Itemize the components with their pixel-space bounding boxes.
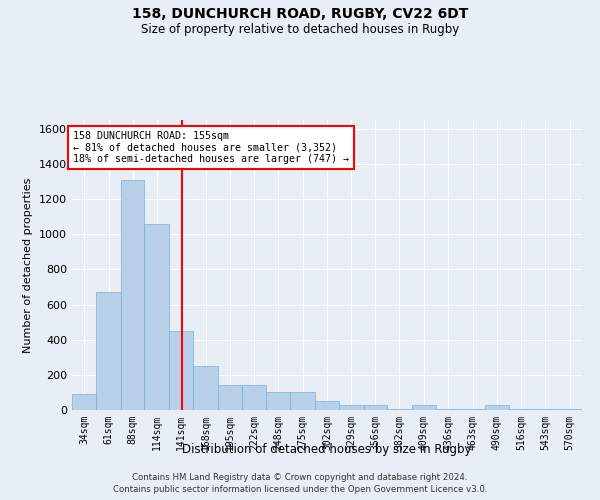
Bar [193,366,218,410]
Bar [145,224,169,410]
Text: 158 DUNCHURCH ROAD: 155sqm
← 81% of detached houses are smaller (3,352)
18% of s: 158 DUNCHURCH ROAD: 155sqm ← 81% of deta… [73,130,349,164]
Bar [509,409,533,410]
Bar [436,409,461,410]
Bar [72,394,97,410]
Bar [387,409,412,410]
Bar [364,404,387,410]
Text: Contains public sector information licensed under the Open Government Licence v3: Contains public sector information licen… [113,485,487,494]
Bar [97,292,121,410]
Bar [242,384,266,410]
Bar [290,392,315,410]
Text: 158, DUNCHURCH ROAD, RUGBY, CV22 6DT: 158, DUNCHURCH ROAD, RUGBY, CV22 6DT [132,8,468,22]
Bar [121,180,145,410]
Bar [339,404,364,410]
Bar [557,409,582,410]
Bar [412,404,436,410]
Bar [485,404,509,410]
Bar [533,409,557,410]
Text: Distribution of detached houses by size in Rugby: Distribution of detached houses by size … [182,442,472,456]
Bar [461,409,485,410]
Bar [169,331,193,410]
Bar [218,384,242,410]
Bar [315,401,339,410]
Text: Size of property relative to detached houses in Rugby: Size of property relative to detached ho… [141,22,459,36]
Text: Contains HM Land Registry data © Crown copyright and database right 2024.: Contains HM Land Registry data © Crown c… [132,472,468,482]
Y-axis label: Number of detached properties: Number of detached properties [23,178,34,352]
Bar [266,392,290,410]
